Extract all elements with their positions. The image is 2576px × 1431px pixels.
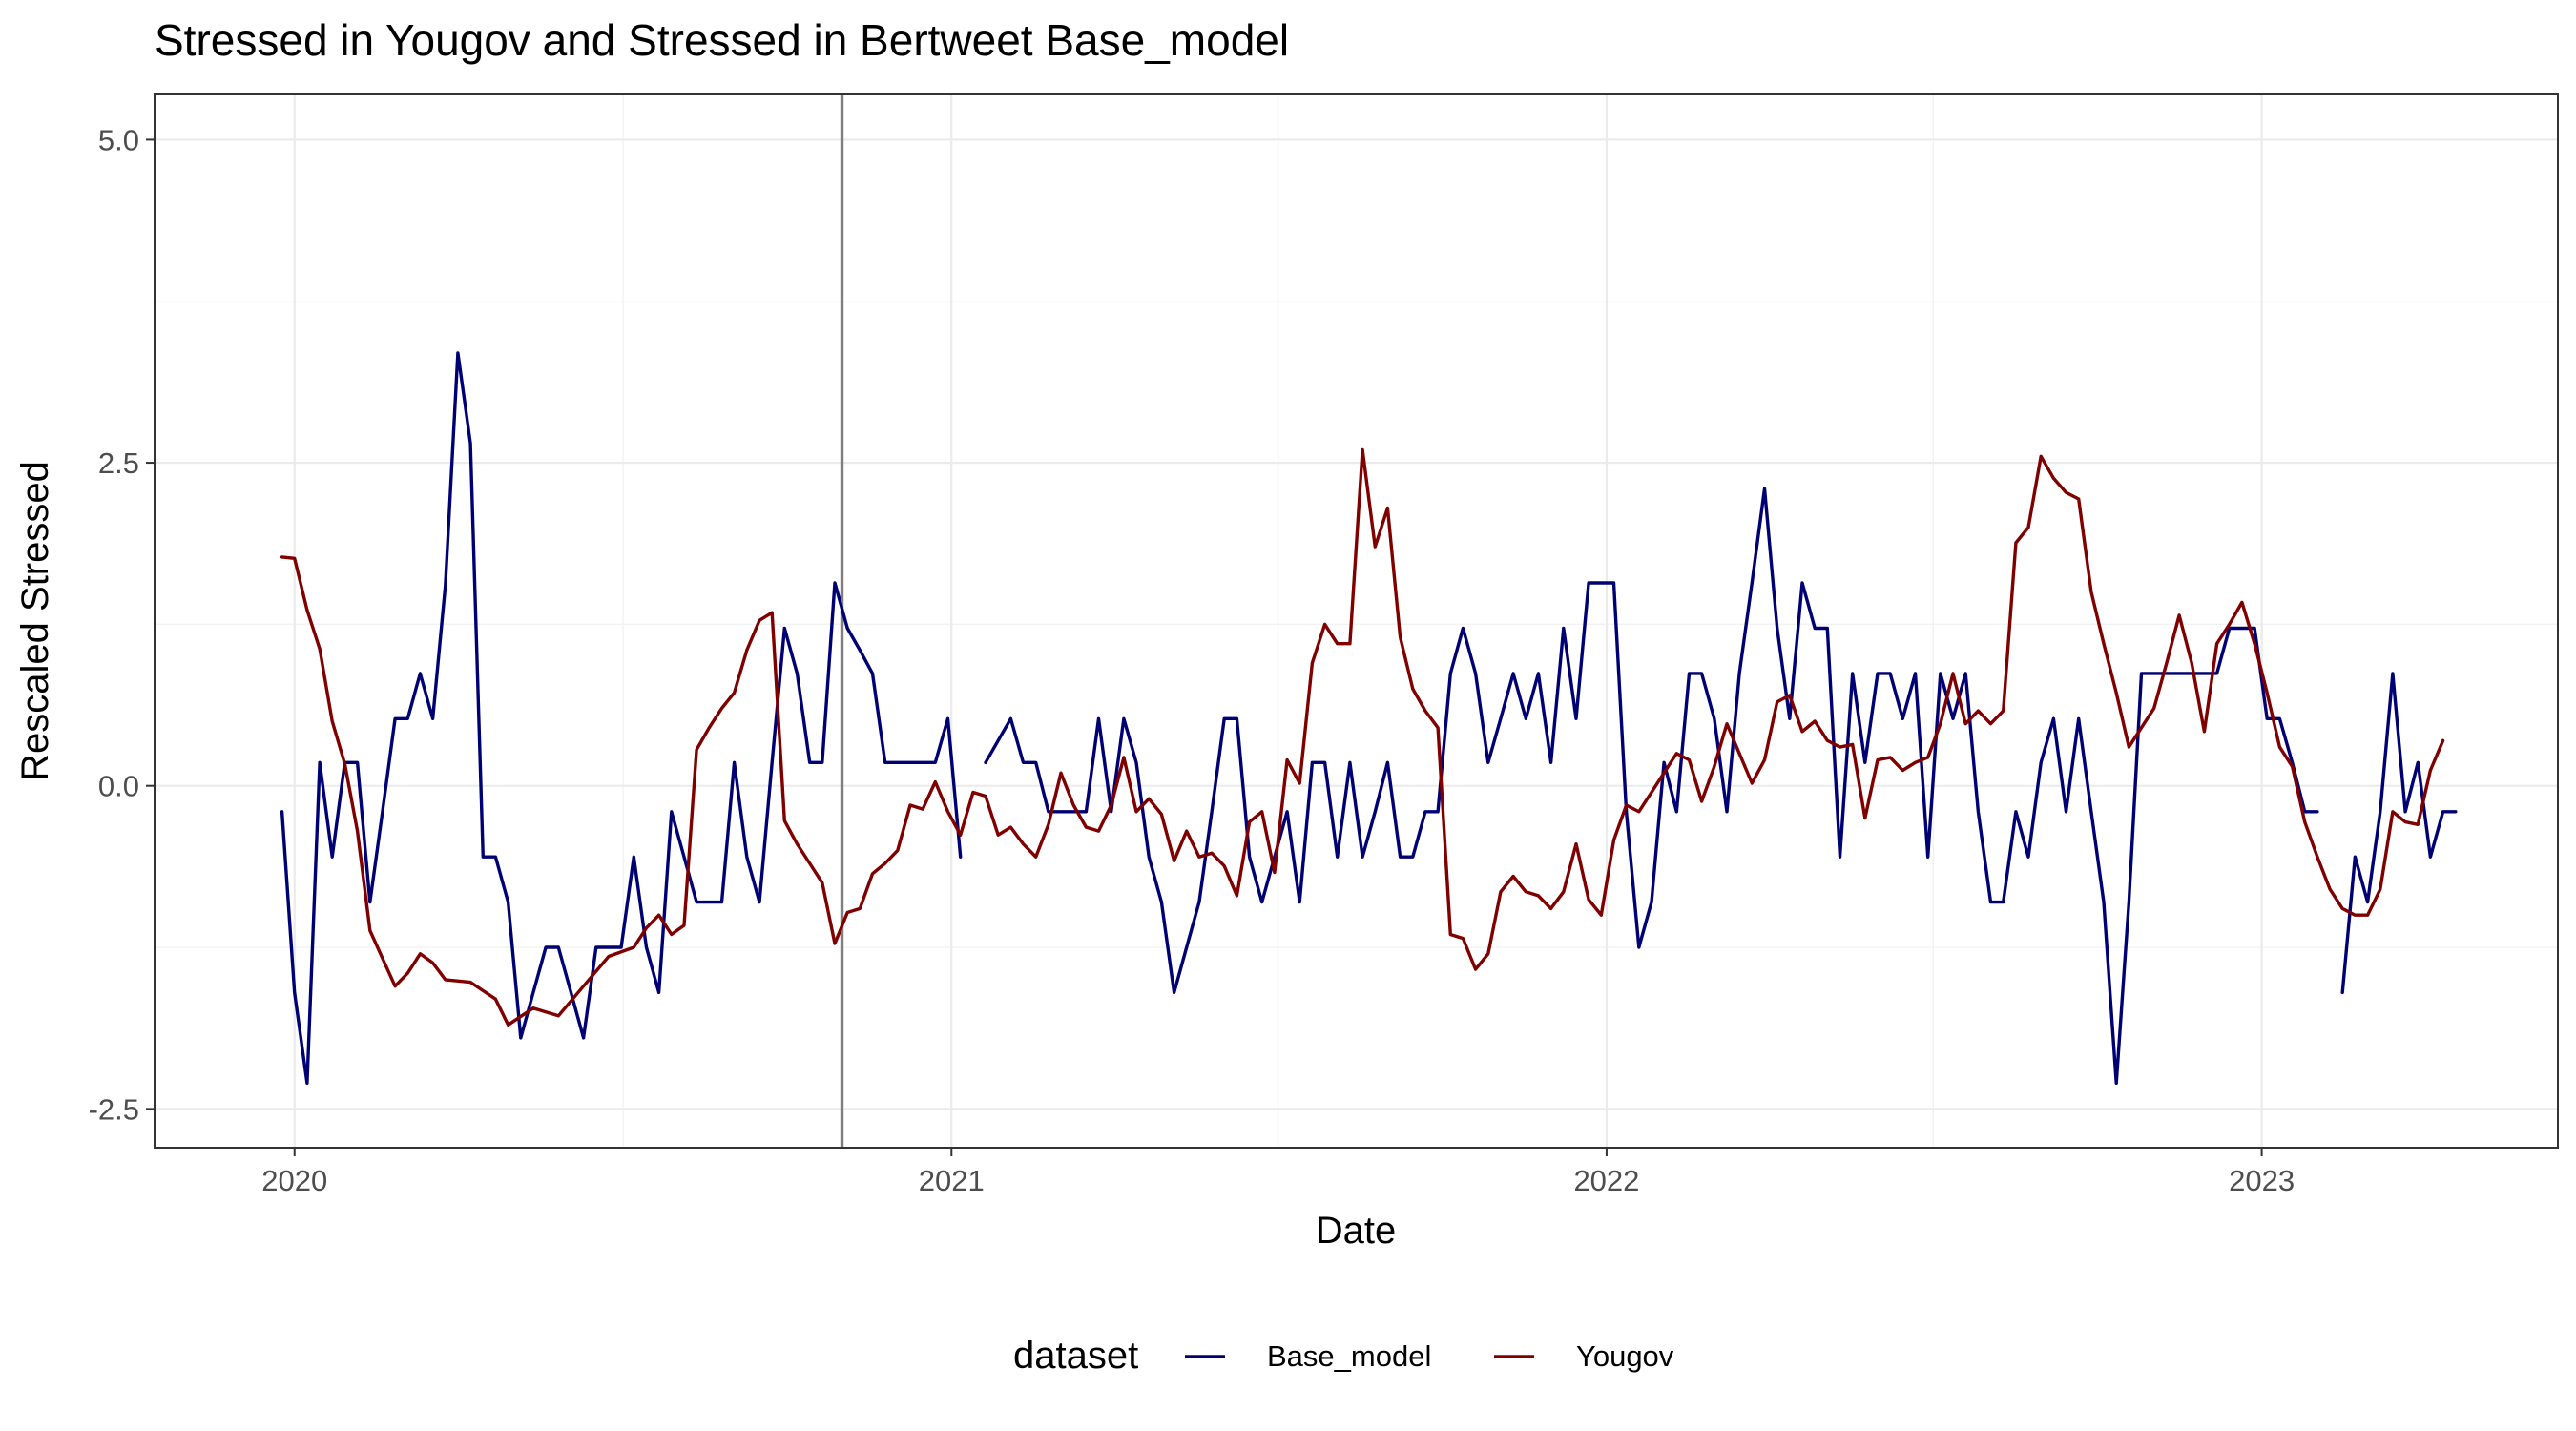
x-tick-label: 2022: [1573, 1164, 1639, 1197]
plot-panel-border: [154, 93, 2559, 1149]
series-line-yougov: [280, 447, 2445, 1027]
legend-label: Base_model: [1267, 1339, 1431, 1373]
x-tick-label: 2020: [261, 1164, 327, 1197]
series-lines: [280, 351, 2458, 1085]
legend-label: Yougov: [1576, 1339, 1674, 1373]
y-tick-label: -2.5: [89, 1092, 139, 1126]
y-tick-label: 2.5: [98, 446, 139, 480]
x-axis: 2020 2021 2022 2023: [261, 1148, 2295, 1197]
chart-title: Stressed in Yougov and Stressed in Bertw…: [155, 15, 1289, 65]
x-axis-title: Date: [1316, 1210, 1397, 1252]
y-axis-title: Rescaled Stressed: [14, 461, 56, 781]
y-axis: -2.5 0.0 2.5 5.0: [89, 123, 155, 1126]
x-tick-label: 2021: [919, 1164, 985, 1197]
grid-lines: [155, 94, 2558, 1148]
y-tick-label: 0.0: [98, 770, 139, 803]
y-tick-label: 5.0: [98, 123, 139, 156]
series-line-base-model: [280, 351, 2458, 1085]
legend: dataset Base_model Yougov: [1013, 1335, 1674, 1377]
legend-title: dataset: [1013, 1335, 1138, 1377]
x-tick-label: 2023: [2229, 1164, 2295, 1197]
